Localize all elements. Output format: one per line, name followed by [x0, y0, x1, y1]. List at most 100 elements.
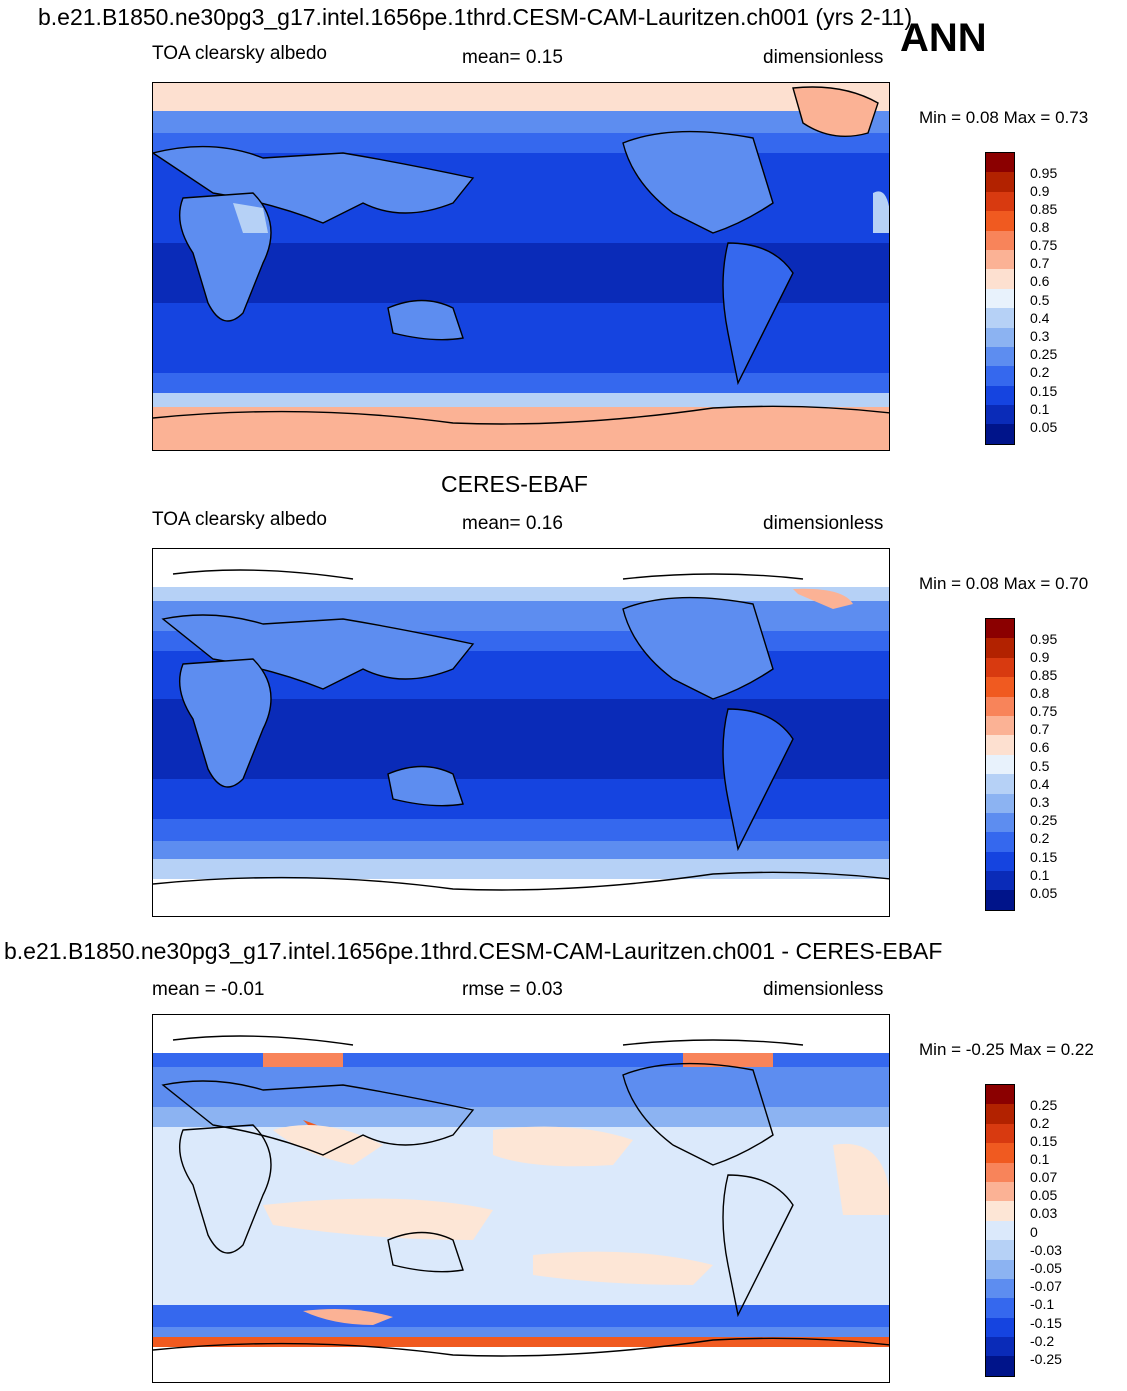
panel1-colorbar-label: 0.9	[1030, 183, 1050, 199]
panel1-mean: mean= 0.15	[462, 47, 563, 68]
panel2-mean: mean= 0.16	[462, 513, 563, 534]
panel1-swatch	[986, 191, 1014, 212]
panel2-colorbar-label: 0.6	[1030, 739, 1050, 755]
panel1-colorbar	[985, 152, 1015, 445]
panel1-swatch	[986, 172, 1014, 192]
panel2-variable: TOA clearsky albedo	[152, 509, 327, 530]
panel1-swatch	[986, 346, 1014, 367]
panel1-variable: TOA clearsky albedo	[152, 43, 327, 64]
panel2-swatch	[986, 871, 1014, 891]
season-label: ANN	[900, 16, 987, 60]
panel3-colorbar-label: 0.1	[1030, 1151, 1050, 1167]
panel1-colorbar-label: 0.7	[1030, 255, 1050, 271]
panel2-colorbar-label: 0.2	[1030, 830, 1050, 846]
panel1-colorbar-label: 0.5	[1030, 292, 1050, 308]
panel1-swatch	[986, 424, 1014, 444]
panel3-swatch	[986, 1162, 1014, 1182]
panel2-colorbar-label: 0.85	[1030, 667, 1058, 683]
panel1-swatch	[986, 230, 1014, 250]
panel1-swatch	[986, 405, 1014, 425]
main-title: b.e21.B1850.ne30pg3_g17.intel.1656pe.1th…	[38, 4, 913, 30]
panel2-colorbar-label: 0.15	[1030, 849, 1058, 865]
panel2-map	[152, 548, 890, 917]
diff-title: b.e21.B1850.ne30pg3_g17.intel.1656pe.1th…	[4, 938, 943, 964]
panel1-colorbar-label: 0.4	[1030, 310, 1050, 326]
panel3-map	[152, 1014, 890, 1383]
panel2-swatch	[986, 793, 1014, 813]
obs-title: CERES-EBAF	[441, 471, 588, 497]
panel3-swatch	[986, 1317, 1014, 1338]
panel2-swatch	[986, 812, 1014, 833]
panel1-colorbar-label: 0.2	[1030, 364, 1050, 380]
panel1-minmax: Min = 0.08 Max = 0.73	[919, 108, 1089, 127]
panel1-swatch	[986, 153, 1014, 173]
panel3-swatch	[986, 1298, 1014, 1318]
panel2-swatch	[986, 715, 1014, 736]
panel3-minmax: Min = -0.25 Max = 0.22	[919, 1040, 1094, 1059]
panel2-swatch	[986, 774, 1014, 794]
panel2-colorbar	[985, 618, 1015, 911]
panel2-swatch	[986, 696, 1014, 716]
panel2-swatch	[986, 619, 1014, 639]
panel2-colorbar-label: 0.75	[1030, 703, 1058, 719]
panel1-colorbar-label: 0.05	[1030, 419, 1058, 435]
panel1-swatch	[986, 327, 1014, 347]
panel1-colorbar-label: 0.3	[1030, 328, 1050, 344]
panel2-swatch	[986, 657, 1014, 678]
panel2-colorbar-label: 0.9	[1030, 649, 1050, 665]
panel2-colorbar-label: 0.5	[1030, 758, 1050, 774]
panel3-colorbar-label: -0.05	[1030, 1260, 1062, 1276]
panel1-colorbar-label: 0.75	[1030, 237, 1058, 253]
panel1-colorbar-label: 0.85	[1030, 201, 1058, 217]
panel2-colorbar-label: 0.4	[1030, 776, 1050, 792]
panel2-swatch	[986, 754, 1014, 775]
panel2-colorbar-label: 0.3	[1030, 794, 1050, 810]
panel1-swatch	[986, 385, 1014, 406]
panel3-colorbar-label: 0.07	[1030, 1169, 1058, 1185]
panel1-colorbar-label: 0.1	[1030, 401, 1050, 417]
panel3-colorbar-label: 0.05	[1030, 1187, 1058, 1203]
panel1-colorbar-label: 0.95	[1030, 165, 1058, 181]
panel3-colorbar-label: 0.2	[1030, 1115, 1050, 1131]
panel2-colorbar-label: 0.95	[1030, 631, 1058, 647]
panel1-colorbar-label: 0.8	[1030, 219, 1050, 235]
panel2-colorbar-label: 0.8	[1030, 685, 1050, 701]
panel3-rmse: rmse = 0.03	[462, 979, 563, 1000]
panel3-colorbar	[985, 1084, 1015, 1377]
panel1-swatch	[986, 211, 1014, 231]
panel2-swatch	[986, 832, 1014, 852]
panel2-colorbar-label: 0.1	[1030, 867, 1050, 883]
panel3-swatch	[986, 1123, 1014, 1144]
panel1-swatch	[986, 308, 1014, 328]
panel3-swatch	[986, 1104, 1014, 1124]
panel3-swatch	[986, 1337, 1014, 1357]
panel3-colorbar-label: -0.15	[1030, 1315, 1062, 1331]
panel2-minmax: Min = 0.08 Max = 0.70	[919, 574, 1089, 593]
panel3-swatch	[986, 1240, 1014, 1260]
panel1-swatch	[986, 249, 1014, 270]
panel3-swatch	[986, 1143, 1014, 1163]
panel3-swatch	[986, 1085, 1014, 1105]
panel2-swatch	[986, 735, 1014, 755]
panel1-colorbar-label: 0.6	[1030, 273, 1050, 289]
panel2-swatch	[986, 890, 1014, 910]
panel3-colorbar-label: -0.07	[1030, 1278, 1062, 1294]
panel3-swatch	[986, 1278, 1014, 1299]
panel3-units: dimensionless	[763, 979, 884, 1000]
panel2-colorbar-label: 0.7	[1030, 721, 1050, 737]
panel3-swatch	[986, 1220, 1014, 1241]
panel3-swatch	[986, 1181, 1014, 1202]
panel3-colorbar-label: 0	[1030, 1224, 1038, 1240]
panel3-swatch	[986, 1259, 1014, 1279]
panel1-swatch	[986, 288, 1014, 309]
panel1-map	[152, 82, 890, 451]
panel1-colorbar-label: 0.15	[1030, 383, 1058, 399]
panel2-units: dimensionless	[763, 513, 884, 534]
panel2-swatch	[986, 638, 1014, 658]
panel3-colorbar-label: 0.15	[1030, 1133, 1058, 1149]
panel3-colorbar-label: -0.2	[1030, 1333, 1055, 1349]
panel2-colorbar-label: 0.05	[1030, 885, 1058, 901]
panel3-swatch	[986, 1201, 1014, 1221]
panel3-mean: mean = -0.01	[152, 979, 265, 1000]
panel3-swatch	[986, 1356, 1014, 1376]
